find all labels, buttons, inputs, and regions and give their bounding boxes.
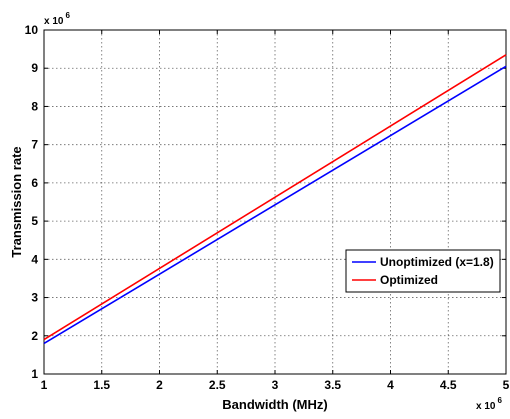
y-tick-label: 2 xyxy=(31,329,38,343)
y-tick-label: 3 xyxy=(31,291,38,305)
x-axis-multiplier: x 106 xyxy=(476,396,502,412)
series-line-optimized xyxy=(43,54,507,341)
x-tick-label: 4.5 xyxy=(440,378,457,392)
y-multiplier-power: 6 xyxy=(65,11,70,20)
y-multiplier-base: x 10 xyxy=(44,16,64,27)
series xyxy=(43,54,507,345)
x-tick-label: 3 xyxy=(272,378,279,392)
legend-label-unoptimized: Unoptimized (x=1.8) xyxy=(380,255,494,269)
y-tick-label: 5 xyxy=(31,214,38,228)
series-line-unoptimized xyxy=(43,65,507,345)
x-tick-label: 1 xyxy=(41,378,48,392)
x-tick-label: 5 xyxy=(503,378,510,392)
y-axis-multiplier: x 106 xyxy=(44,11,70,27)
x-axis-label: Bandwidth (MHz) xyxy=(222,397,327,412)
y-tick-label: 10 xyxy=(25,23,39,37)
legend-box xyxy=(345,249,501,293)
y-tick-label: 4 xyxy=(31,252,38,266)
x-tick-label: 2 xyxy=(156,378,163,392)
legend-label-optimized: Optimized xyxy=(380,273,438,287)
y-tick-label: 9 xyxy=(31,61,38,75)
grid xyxy=(44,30,506,374)
x-multiplier-power: 6 xyxy=(497,396,502,405)
y-tick-label: 6 xyxy=(31,176,38,190)
y-tick-label: 1 xyxy=(31,367,38,381)
y-tick-label: 7 xyxy=(31,138,38,152)
x-tick-label: 4 xyxy=(387,378,394,392)
x-multiplier-base: x 10 xyxy=(476,401,496,412)
y-axis-label: Transmission rate xyxy=(9,146,24,257)
x-tick-label: 2.5 xyxy=(209,378,226,392)
x-tick-label: 3.5 xyxy=(324,378,341,392)
legend: Unoptimized (x=1.8) Optimized xyxy=(345,249,501,293)
x-tick-label: 1.5 xyxy=(93,378,110,392)
ticks: 1 1.5 2 2.5 3 3.5 4 4.5 5 1 2 3 4 5 6 7 8 9 10 xyxy=(25,23,510,392)
y-tick-label: 8 xyxy=(31,99,38,113)
